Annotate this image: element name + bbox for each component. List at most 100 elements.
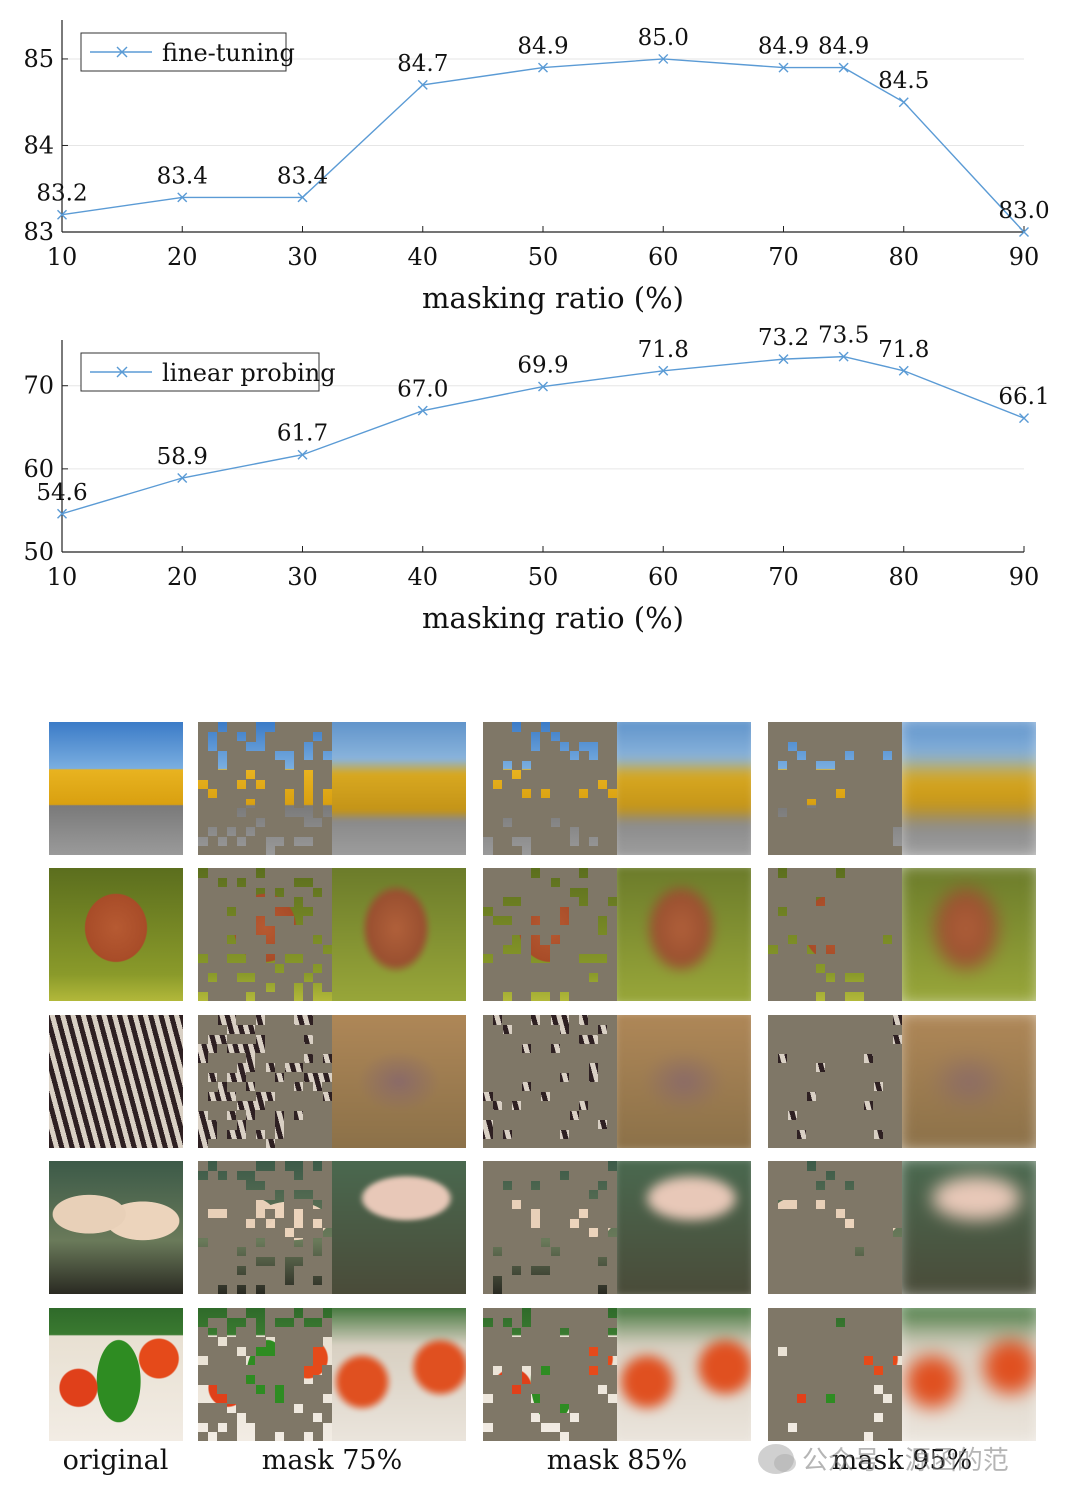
mask-patch (530, 798, 541, 809)
mask-patch (768, 1431, 779, 1441)
mask-patch (284, 1346, 295, 1357)
mask-patch (245, 877, 256, 888)
mask-patch (293, 760, 304, 771)
mask-patch (303, 1308, 314, 1319)
mask-patch (578, 877, 589, 888)
mask-patch (217, 817, 228, 828)
mask-patch (882, 887, 893, 898)
mask-patch (815, 1431, 826, 1441)
mask-patch (322, 1110, 332, 1121)
mask-patch (873, 1100, 884, 1111)
mask-patch (597, 934, 608, 945)
mask-patch (777, 1034, 788, 1045)
mask-patch (873, 760, 884, 771)
mask-patch (303, 953, 314, 964)
mask-patch (607, 1431, 617, 1441)
mask-patch (312, 925, 323, 936)
marker-stroke (538, 381, 548, 392)
mask-patch (303, 1384, 314, 1395)
mask-patch (863, 1110, 874, 1121)
mask-patch (796, 1412, 807, 1423)
mask-patch (511, 1393, 522, 1404)
mask-patch (882, 1317, 893, 1328)
mask-patch (274, 1422, 285, 1433)
mask-patch (198, 1091, 209, 1102)
mask-patch (255, 1024, 266, 1035)
mask-patch (588, 887, 599, 898)
mask-patch (550, 1355, 561, 1366)
mask-patch (550, 779, 561, 790)
mask-patch (892, 991, 902, 1001)
mask-patch (768, 1091, 779, 1102)
mask-patch (835, 845, 846, 855)
mask-patch (863, 1227, 874, 1238)
mask-patch (578, 722, 589, 733)
mask-patch (768, 1422, 779, 1433)
mask-patch (502, 1403, 513, 1414)
mask-patch (806, 1043, 817, 1054)
mask-patch (492, 1355, 503, 1366)
mask-patch (578, 1138, 589, 1148)
mask-patch (873, 1161, 884, 1172)
mask-patch (787, 1346, 798, 1357)
original-image (49, 868, 183, 1001)
mask-patch (550, 1170, 561, 1181)
mask-patch (217, 1374, 228, 1385)
mask-patch (198, 1265, 209, 1276)
mask-patch (236, 798, 247, 809)
mask-patch (844, 1246, 855, 1257)
mask-patch (245, 1317, 256, 1328)
mask-patch (768, 1043, 779, 1054)
mask-patch (777, 826, 788, 837)
mask-patch (511, 826, 522, 837)
mask-patch (217, 1024, 228, 1035)
mask-patch (274, 1346, 285, 1357)
data-point (417, 79, 428, 90)
mask-patch (559, 1336, 570, 1347)
mask-patch (825, 1015, 836, 1026)
mask-patch (274, 1403, 285, 1414)
mask-patch (569, 1043, 580, 1054)
mask-patch (502, 798, 513, 809)
data-label: 73.2 (758, 325, 809, 351)
mask-patch (322, 722, 332, 733)
mask-patch (265, 760, 276, 771)
mask-patch (796, 817, 807, 828)
mask-patch (540, 826, 551, 837)
mask-patch (844, 1043, 855, 1054)
mask-patch (502, 925, 513, 936)
mask-patch (550, 963, 561, 974)
x-tick-label: 50 (528, 243, 559, 271)
mask-patch (226, 1336, 237, 1347)
mask-patch (873, 1393, 884, 1404)
mask-patch (607, 1110, 617, 1121)
mask-patch (293, 1053, 304, 1064)
mask-patch (226, 1246, 237, 1257)
mask-patch (863, 845, 874, 855)
mask-patch (198, 1284, 209, 1294)
mask-patch (502, 1422, 513, 1433)
mask-patch (873, 982, 884, 993)
mask-patch (569, 1189, 580, 1200)
mask-patch (835, 1110, 846, 1121)
mask-patch (777, 1265, 788, 1276)
reconstruction-image (902, 868, 1036, 1001)
mask-patch (607, 1336, 617, 1347)
mask-patch (293, 779, 304, 790)
mask-patch (873, 1355, 884, 1366)
mask-patch (274, 731, 285, 742)
mask-patch (293, 1100, 304, 1111)
mask-patch (293, 972, 304, 983)
mask-patch (873, 1072, 884, 1083)
mask-patch (882, 817, 893, 828)
mask-patch (293, 1412, 304, 1423)
mask-patch (217, 1138, 228, 1148)
mask-patch (569, 1199, 580, 1210)
mask-patch (768, 798, 779, 809)
mask-patch (198, 1412, 209, 1423)
mask-patch (312, 972, 323, 983)
mask-patch (882, 760, 893, 771)
mask-patch (882, 741, 893, 752)
mask-patch (578, 1431, 589, 1441)
data-label: 71.8 (878, 337, 929, 363)
